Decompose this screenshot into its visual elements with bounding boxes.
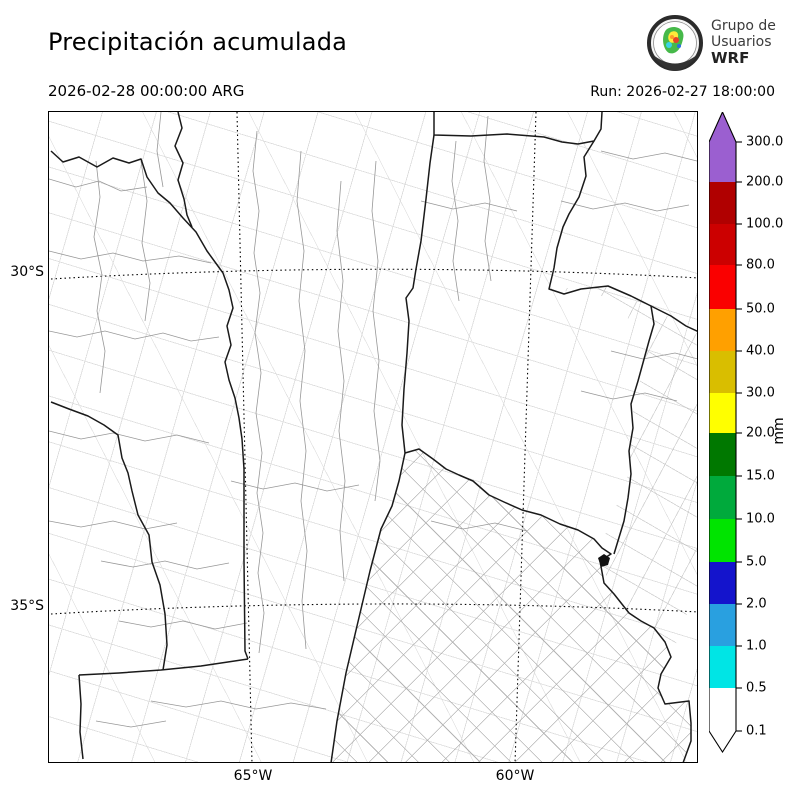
colorbar-segment [709, 562, 736, 604]
map-canvas[interactable] [48, 111, 698, 763]
colorbar-extend-above-arrow [709, 112, 736, 142]
colorbar-segment [709, 142, 736, 182]
colorbar-segment [709, 351, 736, 393]
colorbar-segment [709, 433, 736, 476]
logo-emblem-icon [647, 15, 703, 71]
logo-text: Grupo de Usuarios WRF [711, 18, 776, 66]
colorbar-tick-marks [736, 141, 742, 732]
colorbar-segment [709, 393, 736, 433]
gridline-65w [236, 112, 253, 762]
province-boundary-lines [50, 112, 697, 762]
colorbar-segment [709, 519, 736, 562]
lat-tick-35s: 35°S [10, 598, 44, 614]
colorbar-segment [709, 224, 736, 265]
wrf-users-group-logo: Grupo de Usuarios WRF [645, 14, 795, 76]
colorbar-segment [709, 476, 736, 519]
gridline-30s [50, 268, 697, 280]
colorbar-tick-label: 0.1 [746, 723, 767, 739]
precipitation-colorbar [709, 112, 742, 753]
colorbar-segment [709, 182, 736, 224]
colorbar-tick-label: 300.0 [746, 134, 784, 150]
logo-line1: Grupo de [711, 18, 776, 34]
colorbar-segment [709, 604, 736, 646]
colorbar-segment [709, 265, 736, 309]
colorbar-tick-label: 5.0 [746, 554, 767, 570]
valid-time-label: 2026-02-28 00:00:00 ARG [48, 82, 245, 100]
colorbar-tick-label: 80.0 [746, 257, 775, 273]
lat-tick-30s: 30°S [10, 264, 44, 280]
colorbar-tick-label: 10.0 [746, 511, 775, 527]
buenos-aires-city-marker [598, 554, 610, 567]
department-boundary-lines [49, 112, 697, 728]
colorbar-extend-below-arrow [709, 731, 736, 752]
colorbar-tick-label: 30.0 [746, 385, 775, 401]
colorbar-segment [709, 688, 736, 731]
lon-tick-60w: 60°W [495, 768, 535, 784]
colorbar-tick-label: 0.5 [746, 680, 767, 696]
colorbar-tick-label: 15.0 [746, 468, 775, 484]
lon-tick-65w: 65°W [233, 768, 273, 784]
colorbar-tick-label: 100.0 [746, 216, 784, 232]
gridline-60w [514, 112, 537, 762]
logo-line3-wrf: WRF [711, 49, 750, 67]
colorbar-tick-label: 20.0 [746, 425, 775, 441]
gridline-35s [50, 603, 697, 615]
page-title: Precipitación acumulada [48, 28, 348, 56]
colorbar-tick-label: 2.0 [746, 596, 767, 612]
colorbar-tick-label: 40.0 [746, 343, 775, 359]
colorbar-segment [709, 309, 736, 351]
run-time-label: Run: 2026-02-27 18:00:00 [590, 84, 775, 100]
logo-line2: Usuarios [711, 34, 772, 50]
map-vector-layer [49, 112, 697, 762]
colorbar-tick-label: 1.0 [746, 638, 767, 654]
colorbar-tick-label: 200.0 [746, 174, 784, 190]
colorbar-unit-label: mm [771, 417, 787, 445]
colorbar-tick-label: 50.0 [746, 301, 775, 317]
colorbar-segment [709, 646, 736, 688]
graticule [50, 112, 697, 762]
